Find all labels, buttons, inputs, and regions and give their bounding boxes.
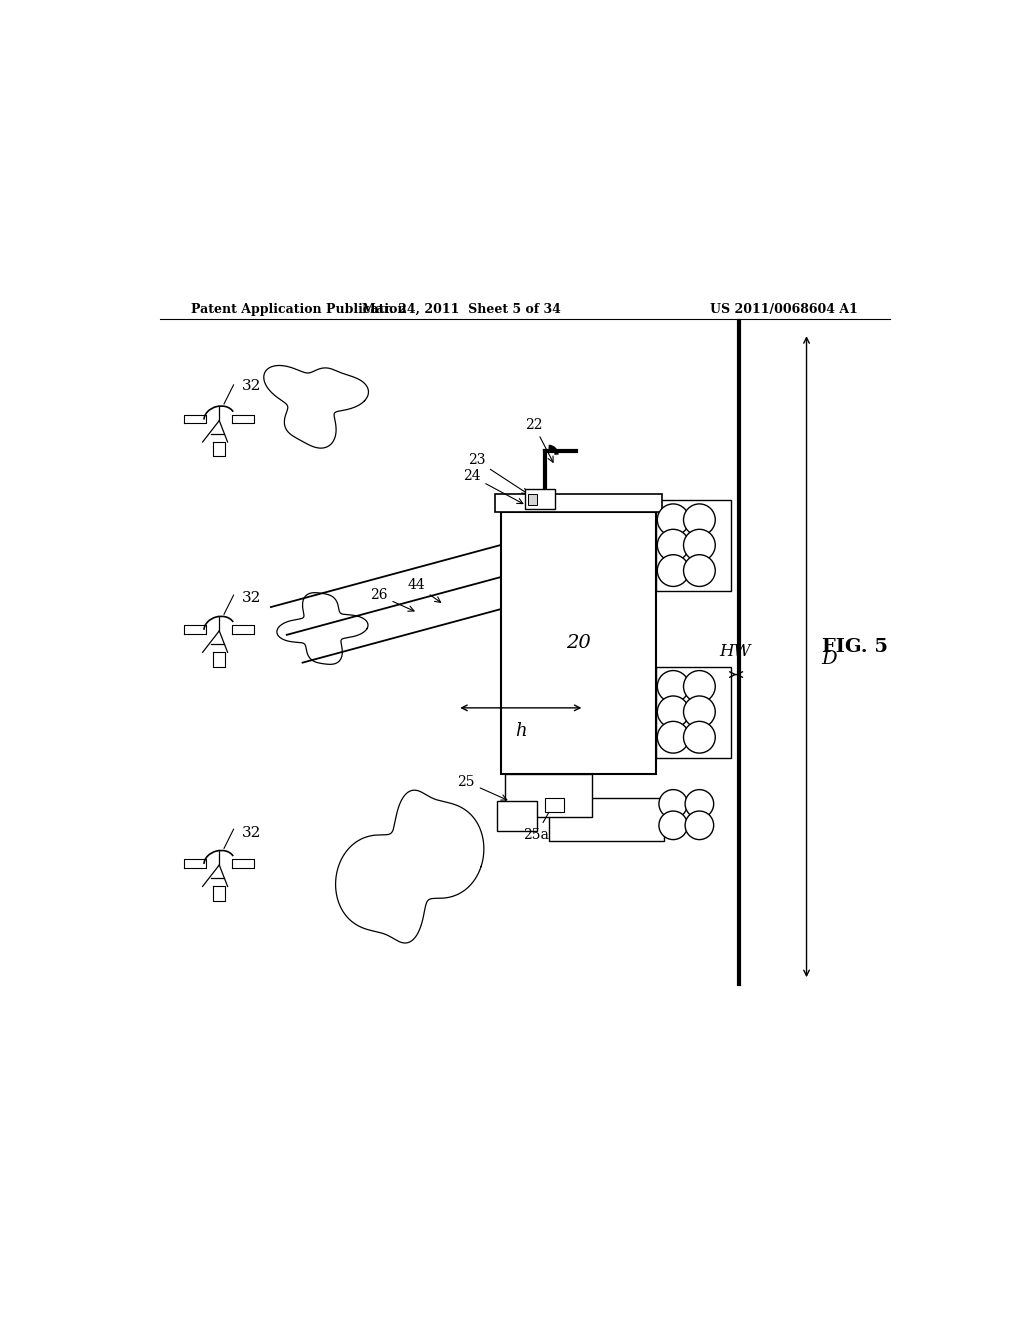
Text: 25: 25 [458, 775, 507, 800]
Circle shape [657, 529, 689, 561]
Bar [501, 512, 655, 774]
Circle shape [657, 721, 689, 754]
Bar [495, 495, 663, 512]
Text: 32: 32 [242, 825, 261, 840]
Circle shape [685, 810, 714, 840]
Text: 22: 22 [524, 417, 553, 462]
Circle shape [684, 696, 715, 727]
Circle shape [685, 789, 714, 818]
Circle shape [684, 504, 715, 536]
Circle shape [657, 554, 689, 586]
Bar [549, 797, 664, 841]
Text: h: h [515, 722, 526, 741]
Bar [505, 774, 592, 817]
Bar [528, 495, 538, 506]
Text: Patent Application Publication: Patent Application Publication [191, 304, 407, 315]
Circle shape [658, 789, 687, 818]
Circle shape [657, 696, 689, 727]
Bar [524, 488, 555, 508]
Text: 20: 20 [566, 634, 591, 652]
Circle shape [684, 721, 715, 754]
Bar [545, 797, 564, 812]
Text: D: D [821, 649, 837, 668]
Text: 26: 26 [370, 589, 414, 611]
Text: 24: 24 [463, 469, 523, 504]
Circle shape [657, 504, 689, 536]
Text: 44: 44 [408, 578, 440, 602]
Text: HW: HW [719, 643, 751, 660]
Circle shape [684, 529, 715, 561]
Bar [655, 500, 731, 591]
Text: 32: 32 [242, 379, 261, 393]
Text: Mar. 24, 2011  Sheet 5 of 34: Mar. 24, 2011 Sheet 5 of 34 [361, 304, 561, 315]
Text: FIG. 5: FIG. 5 [822, 638, 889, 656]
Text: 32: 32 [242, 590, 261, 605]
Circle shape [684, 671, 715, 702]
Text: 23: 23 [468, 453, 527, 494]
Circle shape [657, 671, 689, 702]
Bar [655, 667, 731, 758]
Text: US 2011/0068604 A1: US 2011/0068604 A1 [711, 304, 858, 315]
Text: 25a: 25a [523, 805, 553, 842]
Circle shape [658, 810, 687, 840]
Circle shape [684, 554, 715, 586]
Bar [497, 801, 537, 830]
